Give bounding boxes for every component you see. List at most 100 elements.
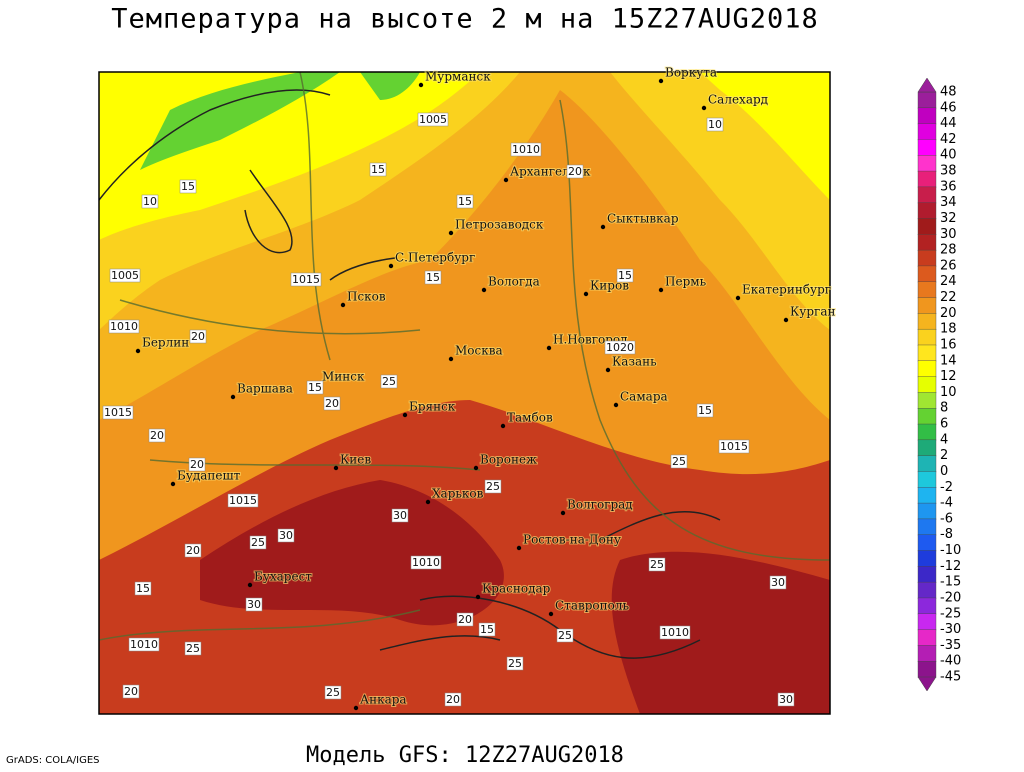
colorbar-swatch: [917, 218, 937, 235]
city-dot: [503, 177, 509, 183]
colorbar-swatch: [917, 265, 937, 283]
colorbar: 4846444240383634323028262422201816141210…: [917, 77, 961, 692]
contour-label: 1020: [604, 340, 636, 355]
colorbar-label: 42: [940, 132, 957, 147]
contour-label-box: [189, 329, 207, 344]
contour-label-box: [277, 528, 295, 543]
contour-label-box: [179, 179, 197, 194]
contour-label-text: 15: [698, 404, 712, 417]
city-dot: [701, 105, 707, 111]
city-dot: [230, 394, 236, 400]
contour-label-text: 1020: [606, 341, 634, 354]
contour-label-text: 10: [708, 118, 722, 131]
colorbar-label: 32: [940, 211, 957, 226]
contour-label: 15: [179, 179, 197, 194]
contour-label-box: [566, 164, 584, 179]
city-dot: [546, 345, 552, 351]
colorbar-label: 46: [940, 100, 957, 115]
colorbar-swatch: [917, 107, 937, 125]
contour-label-box: [306, 380, 324, 395]
city-label: Воркута: [665, 66, 717, 80]
colorbar-swatch: [917, 502, 937, 520]
contour-label: 20: [184, 543, 202, 558]
contour-label-text: 1010: [412, 556, 440, 569]
contour-label: 1015: [227, 493, 259, 508]
contour-label-box: [456, 194, 474, 209]
contour-label-text: 20: [186, 544, 200, 557]
city-label: С.Петербург: [395, 251, 475, 265]
city-label: Варшава: [237, 382, 293, 396]
colorbar-label: -45: [940, 670, 961, 685]
colorbar-label: -35: [940, 638, 961, 653]
colorbar-label: 12: [940, 369, 957, 384]
city-label: Москва: [455, 344, 503, 358]
colorbar-bottom-arrow: [917, 676, 937, 692]
contour-label-box: [148, 428, 166, 443]
contour-label: 25: [380, 374, 398, 389]
contour-label-box: [134, 581, 152, 596]
contour-label-box: [184, 641, 202, 656]
contour-label-box: [249, 535, 267, 550]
contour-label-text: 1015: [292, 273, 320, 286]
colorbar-swatch: [917, 518, 937, 536]
city-label: Берлин: [142, 336, 189, 350]
contour-label-box: [410, 555, 442, 570]
city-label: Волгоград: [567, 498, 633, 512]
very-hot-zone: [200, 480, 830, 714]
contour-label-text: 25: [558, 629, 572, 642]
city-dot: [448, 356, 454, 362]
colorbar-swatch: [917, 328, 937, 346]
colorbar-swatch: [917, 566, 937, 583]
colorbar-label: -30: [940, 622, 961, 637]
contour-label-text: 1015: [104, 406, 132, 419]
contour-label: 20: [566, 164, 584, 179]
contour-label-text: 15: [426, 271, 440, 284]
city-label: Казань: [612, 355, 657, 369]
city-label: Краснодар: [482, 582, 551, 596]
contour-label-text: 30: [779, 693, 793, 706]
colorbar-label: 26: [940, 258, 957, 273]
contour-label-text: 20: [325, 397, 339, 410]
colorbar-swatch: [917, 376, 937, 394]
colorbar-label: 10: [940, 385, 957, 400]
colorbar-label: -2: [940, 480, 953, 495]
colorbar-label: 38: [940, 164, 957, 179]
contour-label-box: [706, 117, 724, 132]
contour-label: 20: [456, 612, 474, 627]
contour-label-box: [556, 628, 574, 643]
contour-label-text: 30: [279, 529, 293, 542]
credit: GrADS: COLA/IGES: [6, 755, 100, 766]
colorbar-label: 6: [940, 417, 948, 432]
contour-label-box: [141, 194, 159, 209]
colorbar-label: 28: [940, 243, 957, 258]
city-label: Брянск: [409, 400, 456, 414]
contour-label: 20: [188, 457, 206, 472]
contour-label: 1015: [290, 272, 322, 287]
colorbar-swatch: [917, 455, 937, 473]
contour-label: 10: [141, 194, 159, 209]
contour-label-box: [323, 396, 341, 411]
city-label: Вологда: [488, 275, 540, 289]
contour-label-box: [184, 543, 202, 558]
colorbar-label: 16: [940, 337, 957, 352]
contour-label: 20: [148, 428, 166, 443]
city-dot: [170, 481, 176, 487]
colorbar-label: 34: [940, 195, 957, 210]
contour-label-box: [188, 457, 206, 472]
contour-label-text: 15: [181, 180, 195, 193]
colorbar-swatch: [917, 408, 937, 425]
contour-label: 15: [424, 270, 442, 285]
contour-label-text: 20: [458, 613, 472, 626]
city-label: Псков: [347, 290, 386, 304]
contour-label-text: 25: [508, 657, 522, 670]
city-dot: [783, 317, 789, 323]
colorbar-swatch: [917, 550, 937, 568]
colorbar-label: -40: [940, 654, 961, 669]
colorbar-swatch: [917, 297, 937, 315]
contour-label: 1010: [108, 319, 140, 334]
city-label: Будапешт: [177, 469, 241, 483]
contour-label-box: [478, 622, 496, 637]
colorbar-swatch: [917, 629, 937, 647]
contour-label-text: 30: [393, 509, 407, 522]
